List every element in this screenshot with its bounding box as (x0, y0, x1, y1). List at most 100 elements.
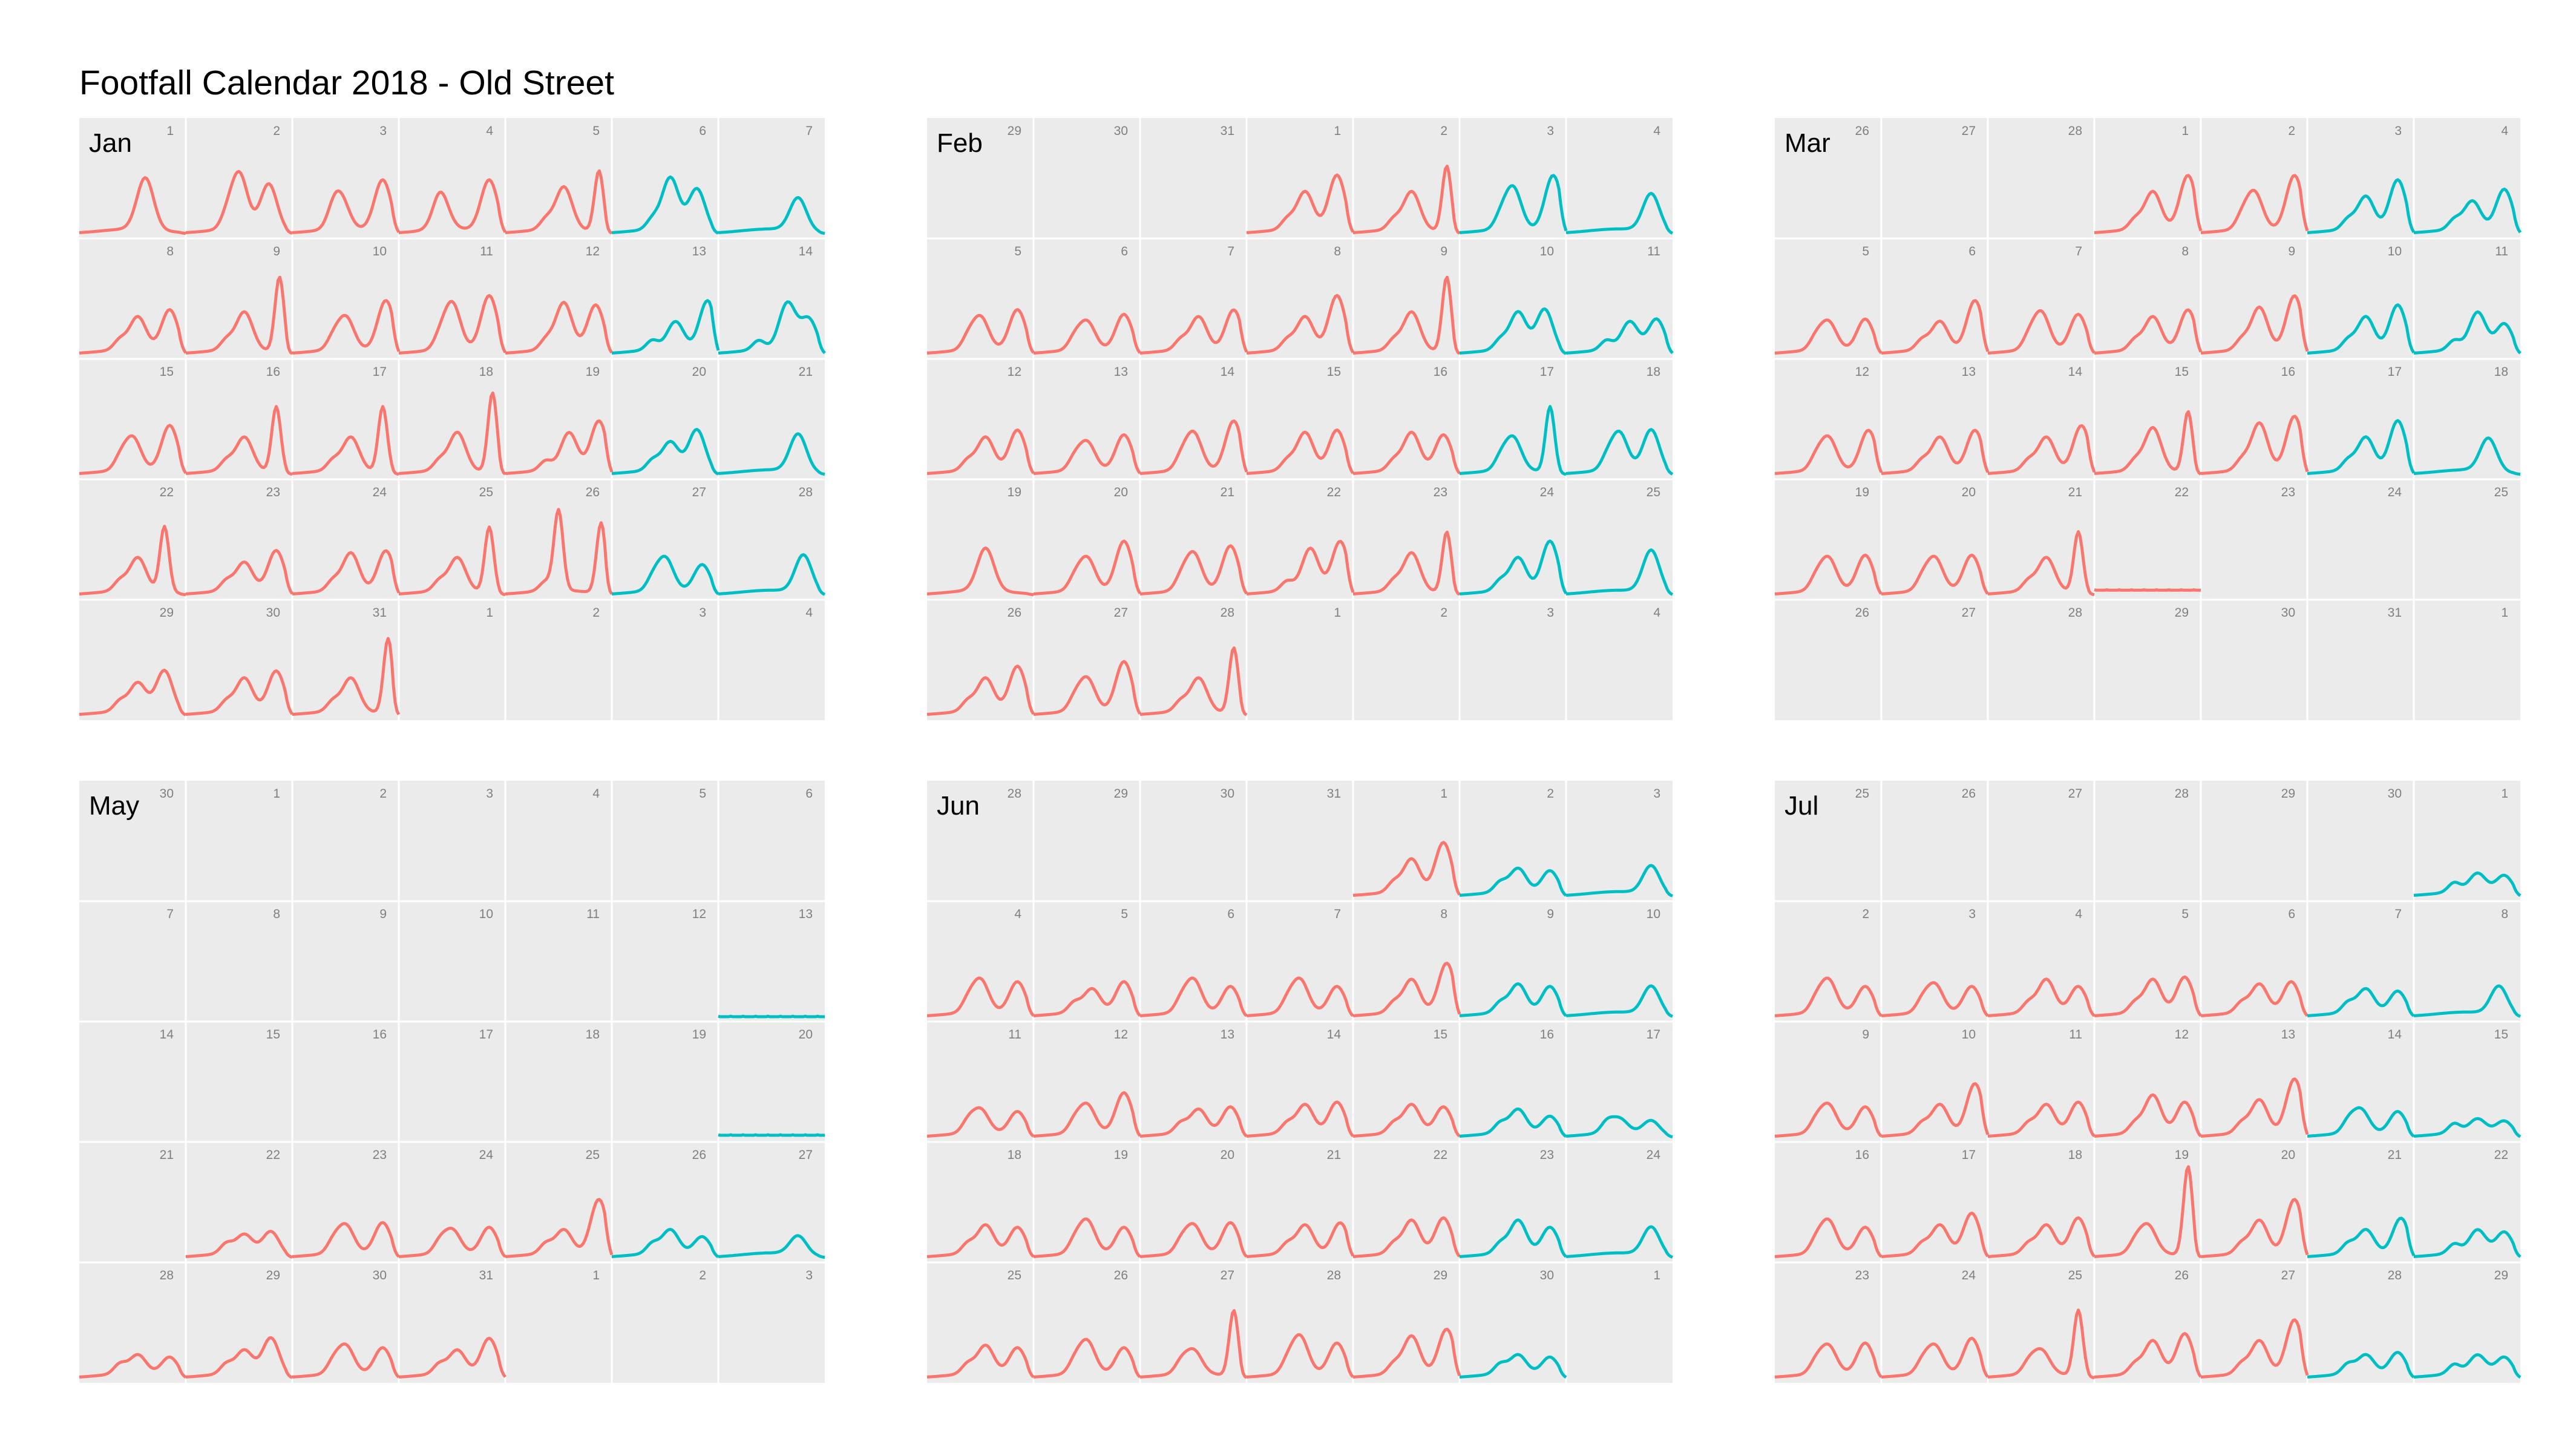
day-number-label: 12 (692, 907, 706, 921)
day-number-label: 1 (166, 124, 174, 138)
day-number-label: 29 (1008, 124, 1021, 138)
footfall-line-jun-10 (1565, 984, 1673, 1018)
day-number-label: 27 (2068, 787, 2082, 801)
day-number-label: 2 (592, 606, 600, 620)
footfall-line-jan-30 (185, 669, 294, 716)
day-number-label: 3 (379, 124, 387, 138)
footfall-line-mar-2 (2200, 174, 2309, 234)
footfall-line-feb-6 (1033, 312, 1142, 355)
day-number-label: 12 (1114, 1028, 1128, 1042)
day-number-label: 30 (373, 1268, 387, 1282)
day-number-label: 10 (2388, 244, 2402, 258)
day-number-label: 2 (1862, 907, 1869, 921)
footfall-line-jun-17 (1565, 1115, 1673, 1139)
day-number-label: 23 (1434, 485, 1447, 499)
day-number-label: 2 (379, 787, 387, 801)
day-number-label: 31 (1327, 787, 1341, 801)
day-number-label: 3 (805, 1268, 813, 1282)
day-number-label: 26 (692, 1148, 706, 1162)
footfall-line-mar-17 (2307, 419, 2416, 475)
day-number-label: 13 (1114, 365, 1128, 379)
day-number-label: 26 (586, 485, 600, 499)
footfall-line-feb-3 (1459, 174, 1568, 234)
day-number-label: 8 (2501, 907, 2508, 921)
day-number-label: 21 (799, 365, 813, 379)
footfall-line-jan-19 (505, 419, 614, 475)
footfall-line-jun-7 (1246, 976, 1354, 1017)
day-number-label: 6 (699, 124, 706, 138)
day-number-label: 17 (479, 1028, 493, 1042)
month-label: Jan (89, 128, 132, 158)
footfall-line-jul-8 (2413, 984, 2521, 1018)
footfall-line-mar-12 (1774, 428, 1883, 475)
day-number-label: 28 (1221, 606, 1234, 620)
footfall-line-jun-29 (1352, 1327, 1461, 1379)
footfall-line-feb-5 (926, 308, 1035, 355)
footfall-line-jan-8 (79, 308, 188, 355)
day-number-label: 4 (2075, 907, 2082, 921)
day-number-label: 28 (2175, 787, 2189, 801)
footfall-line-may-25 (505, 1198, 614, 1258)
day-number-label: 21 (160, 1148, 174, 1162)
footfall-line-jul-9 (1774, 1101, 1883, 1138)
footfall-line-jul-18 (1987, 1216, 2096, 1258)
footfall-line-jun-2 (1459, 866, 1567, 897)
footfall-line-jul-17 (1881, 1212, 1990, 1258)
day-number-label: 30 (266, 606, 280, 620)
day-number-label: 23 (373, 1148, 387, 1162)
footfall-line-mar-3 (2307, 178, 2416, 234)
day-number-label: 19 (1008, 485, 1021, 499)
day-number-label: 30 (1114, 124, 1128, 138)
footfall-line-jan-22 (79, 525, 186, 597)
footfall-line-mar-10 (2307, 303, 2416, 355)
footfall-line-jun-13 (1139, 1105, 1248, 1138)
day-number-label: 24 (373, 485, 387, 499)
footfall-line-jul-22 (2413, 1228, 2522, 1258)
footfall-line-feb-25 (1565, 548, 1674, 596)
day-number-label: 31 (479, 1268, 493, 1282)
footfall-line-jan-29 (79, 669, 187, 717)
footfall-line-may-31 (398, 1336, 507, 1379)
panel-background (1775, 118, 2520, 720)
footfall-line-feb-12 (926, 428, 1035, 475)
footfall-line-mar-22 (2094, 588, 2201, 592)
footfall-line-jul-12 (2094, 1093, 2202, 1138)
footfall-line-feb-18 (1565, 428, 1674, 476)
panel-background (1775, 781, 2520, 1383)
day-number-label: 20 (1114, 485, 1128, 499)
footfall-line-jun-4 (926, 976, 1035, 1017)
day-number-label: 6 (1227, 907, 1234, 921)
day-number-label: 3 (2394, 124, 2402, 138)
day-number-label: 18 (586, 1028, 600, 1042)
day-number-label: 5 (1121, 907, 1128, 921)
month-label: Jun (937, 791, 980, 821)
footfall-line-jul-26 (2094, 1332, 2203, 1379)
day-number-label: 26 (1962, 787, 1976, 801)
day-number-label: 15 (2175, 365, 2189, 379)
footfall-line-jun-8 (1352, 962, 1461, 1017)
day-number-label: 24 (2388, 485, 2402, 499)
day-number-label: 27 (1221, 1268, 1234, 1282)
day-number-label: 25 (479, 485, 493, 499)
day-number-label: 4 (486, 124, 493, 138)
day-number-label: 27 (799, 1148, 813, 1162)
footfall-line-feb-4 (1565, 192, 1674, 235)
footfall-line-jun-28 (1246, 1333, 1354, 1379)
day-number-label: 8 (2181, 244, 2189, 258)
footfall-line-feb-1 (1246, 173, 1355, 234)
footfall-line-feb-2 (1352, 165, 1461, 235)
day-number-label: 11 (2495, 244, 2508, 258)
day-number-label: 24 (1647, 1148, 1661, 1162)
footfall-line-may-24 (398, 1226, 506, 1258)
footfall-line-feb-17 (1459, 405, 1567, 476)
day-number-label: 22 (2494, 1148, 2508, 1162)
footfall-line-jan-21 (718, 432, 825, 476)
footfall-line-feb-28 (1139, 646, 1248, 717)
footfall-line-may-29 (185, 1336, 293, 1379)
footfall-line-may-30 (292, 1342, 400, 1379)
day-number-label: 20 (1962, 485, 1976, 499)
day-number-label: 19 (692, 1028, 706, 1042)
footfall-line-mar-8 (2094, 308, 2203, 355)
